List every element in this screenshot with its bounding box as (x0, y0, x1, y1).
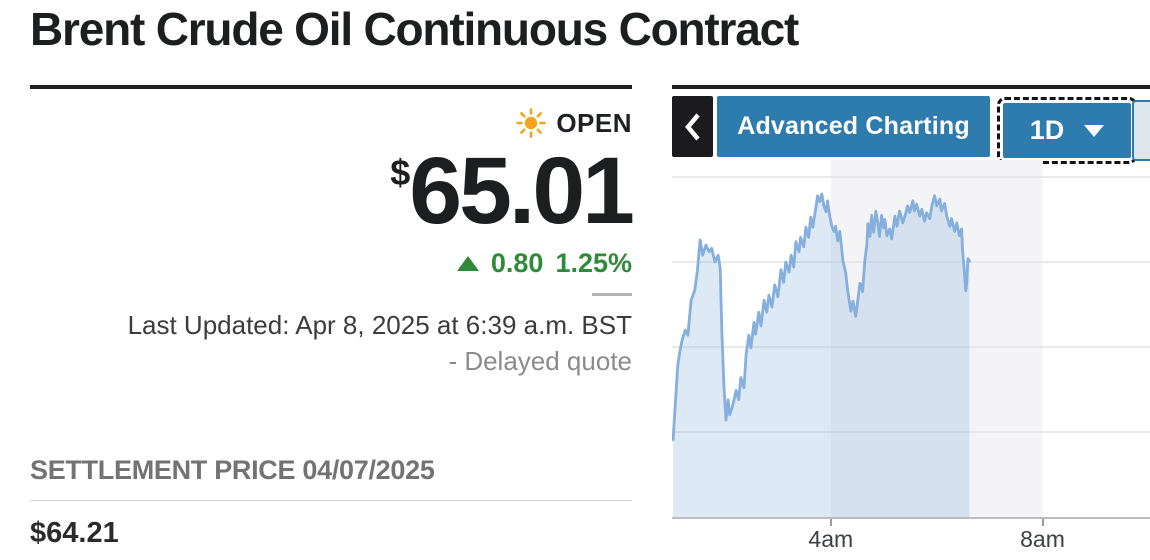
chart-header: Advanced Charting 1D (672, 96, 1150, 164)
settlement-label: SETTLEMENT PRICE 04/07/2025 (30, 455, 435, 485)
x-axis-tick-label: 4am (808, 526, 854, 552)
market-status: OPEN (556, 107, 632, 138)
price-chart[interactable] (672, 160, 1150, 517)
last-updated: Last Updated: Apr 8, 2025 at 6:39 a.m. B… (127, 310, 632, 341)
settlement-value: $64.21 (30, 517, 119, 549)
back-button[interactable] (672, 96, 713, 157)
chart-toolbar-partial-button[interactable] (1132, 100, 1150, 161)
title-divider-right (672, 85, 1150, 89)
x-axis-tick-label: 8am (1020, 526, 1065, 552)
price-change: 0.80 (490, 248, 544, 279)
caret-down-icon (1084, 124, 1105, 137)
x-axis: 4am 8am (672, 517, 1150, 560)
chevron-left-icon (681, 108, 705, 146)
page-title: Brent Crude Oil Continuous Contract (30, 3, 799, 55)
currency-symbol: $ (390, 152, 410, 193)
x-axis-line (672, 517, 1150, 519)
last-price: 65.01 (409, 138, 635, 244)
sun-icon (516, 108, 547, 138)
range-dropdown[interactable]: 1D (997, 97, 1137, 164)
price-change-percent: 1.25% (555, 248, 632, 279)
price-chart-svg (672, 160, 1150, 517)
change-row: 0.80 1.25% (30, 248, 632, 279)
advanced-charting-button[interactable]: Advanced Charting (717, 96, 990, 157)
x-axis-tick (829, 519, 832, 526)
title-divider-left (30, 85, 632, 89)
quote-summary: OPEN $65.01 0.80 1.25% Last Updated: Apr… (30, 106, 635, 377)
up-arrow-icon (456, 256, 479, 272)
settlement-divider (30, 500, 632, 501)
x-axis-tick (1041, 519, 1044, 526)
market-status-row: OPEN (30, 106, 632, 140)
change-divider (592, 293, 632, 297)
price-row: $65.01 (30, 144, 635, 239)
delayed-quote-note: - Delayed quote (448, 346, 632, 377)
settlement-section: SETTLEMENT PRICE 04/07/2025 $64.21 (30, 455, 632, 550)
range-selected-label: 1D (1029, 115, 1065, 145)
